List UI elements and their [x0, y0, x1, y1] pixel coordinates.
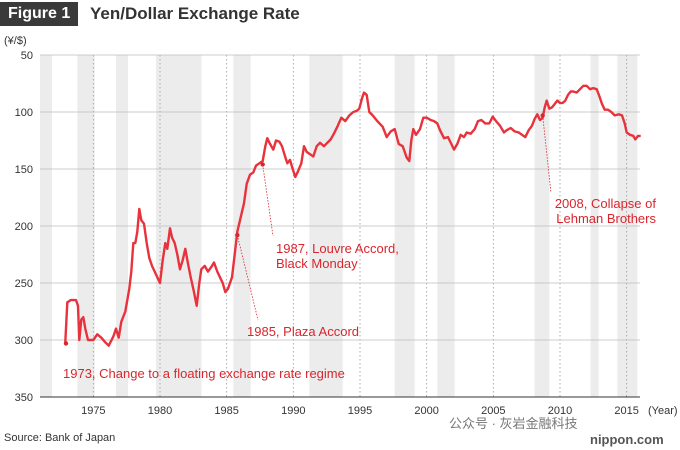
- annotation-dot: [235, 232, 240, 238]
- horizontal-gridlines: [40, 54, 640, 398]
- x-tick-label: 1980: [148, 405, 172, 417]
- y-tick-label: 200: [15, 221, 33, 233]
- x-tick-labels: 1975 1980 1985 1990 1995 2000 2005 2010 2015 (Yea…: [81, 405, 677, 417]
- annotation-label: 1987, Louvre Accord,: [276, 241, 399, 256]
- chart-title: Yen/Dollar Exchange Rate: [90, 4, 300, 23]
- annotation-leader: [236, 235, 259, 321]
- x-tick-label: 2010: [548, 405, 572, 417]
- annotation-dot: [63, 341, 69, 346]
- y-tick-label: 150: [15, 164, 33, 176]
- exchange-rate-chart: 50 100 150 200 250 300 350 1975 1980 1985 1990 199…: [4, 35, 678, 417]
- watermark: 公众号 · 灰岩金融科技: [449, 416, 578, 431]
- y-tick-label: 250: [15, 278, 33, 290]
- annotation-dot: [260, 162, 265, 167]
- y-tick-label: 300: [15, 335, 33, 347]
- x-tick-label: 1990: [281, 405, 305, 417]
- x-axis-label: (Year): [648, 405, 678, 417]
- y-tick-label: 50: [21, 50, 33, 62]
- site-logo: nippon.com: [590, 432, 664, 447]
- x-tick-label: 2000: [414, 405, 438, 417]
- figure-badge: Figure 1: [0, 2, 79, 26]
- x-tick-label: 2005: [481, 405, 505, 417]
- x-tick-label: 2015: [614, 405, 638, 417]
- y-tick-labels: 50 100 150 200 250 300 350: [15, 50, 33, 404]
- annotation-leader: [262, 164, 274, 237]
- x-tick-label: 1985: [214, 405, 238, 417]
- y-axis-label: (¥/$): [4, 35, 27, 47]
- annotation-label: 1973, Change to a floating exchange rate…: [63, 366, 345, 381]
- chart-header: Figure 1 Yen/Dollar Exchange Rate: [0, 0, 680, 30]
- annotation-label: Lehman Brothers: [556, 211, 656, 226]
- annotation-label: Black Monday: [276, 256, 358, 271]
- annotation-leader: [542, 115, 552, 194]
- series-line: [64, 84, 641, 347]
- annotation-label: 2008, Collapse of: [555, 196, 657, 211]
- y-tick-label: 100: [15, 107, 33, 119]
- annotation-dot: [540, 113, 545, 118]
- x-tick-label: 1975: [81, 405, 105, 417]
- x-tick-label: 1995: [348, 405, 372, 417]
- annotation-label: 1985, Plaza Accord: [247, 324, 359, 339]
- annotations: 1973, Change to a floating exchange rate…: [63, 113, 656, 381]
- y-tick-label: 350: [15, 392, 33, 404]
- source-note: Source: Bank of Japan: [4, 432, 116, 444]
